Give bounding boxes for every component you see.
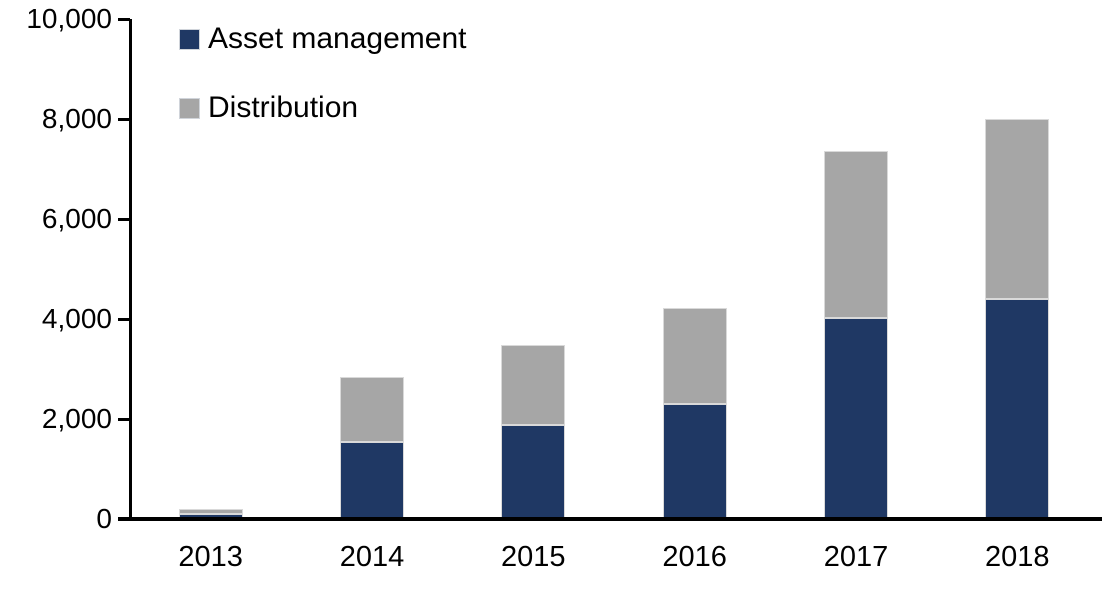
y-axis-line	[129, 19, 132, 521]
y-axis-tick-2,000	[118, 417, 130, 421]
y-axis-tick-4,000	[118, 317, 130, 321]
bar-segment-2014-asset-management	[339, 442, 404, 519]
x-axis-label-2014: 2014	[339, 541, 405, 573]
bar-segment-2015-asset-management	[501, 425, 566, 519]
y-axis-tick-6,000	[118, 217, 130, 221]
bar-segment-2016-distribution	[662, 307, 727, 404]
legend-item-asset-management: Asset management	[179, 22, 466, 55]
bar-segment-2018-asset-management	[985, 298, 1050, 519]
bar-segment-2017-distribution	[823, 150, 888, 318]
x-axis-label-2018: 2018	[985, 541, 1050, 573]
bar-segment-2016-asset-management	[662, 403, 727, 519]
y-axis-label-6,000: 6,000	[41, 203, 112, 234]
y-axis-label-8,000: 8,000	[41, 103, 112, 134]
chart-legend: Asset management Distribution	[179, 22, 466, 166]
y-axis-label-4,000: 4,000	[41, 303, 112, 334]
legend-swatch-distribution-icon	[179, 97, 200, 119]
bar-segment-2017-asset-management	[823, 317, 888, 519]
y-axis-tick-10,000	[118, 17, 130, 21]
legend-item-distribution: Distribution	[179, 91, 466, 124]
x-axis-label-2016: 2016	[662, 541, 727, 573]
y-axis-label-0: 0	[96, 503, 112, 534]
legend-label-asset-management: Asset management	[208, 22, 467, 55]
x-axis-label-2017: 2017	[823, 541, 889, 573]
bar-segment-2015-distribution	[501, 345, 566, 425]
legend-swatch-asset-management-icon	[179, 28, 200, 50]
bar-segment-2018-distribution	[985, 119, 1050, 299]
y-axis-tick-8,000	[118, 117, 130, 121]
y-axis-label-10,000: 10,000	[26, 3, 112, 34]
x-axis-label-2013: 2013	[178, 541, 243, 573]
bar-segment-2013-distribution	[178, 509, 243, 514]
x-axis-label-2015: 2015	[501, 541, 566, 573]
y-axis-label-2,000: 2,000	[41, 403, 112, 434]
bar-segment-2014-distribution	[339, 376, 404, 442]
x-axis-line	[118, 517, 1102, 521]
legend-label-distribution: Distribution	[208, 91, 359, 124]
